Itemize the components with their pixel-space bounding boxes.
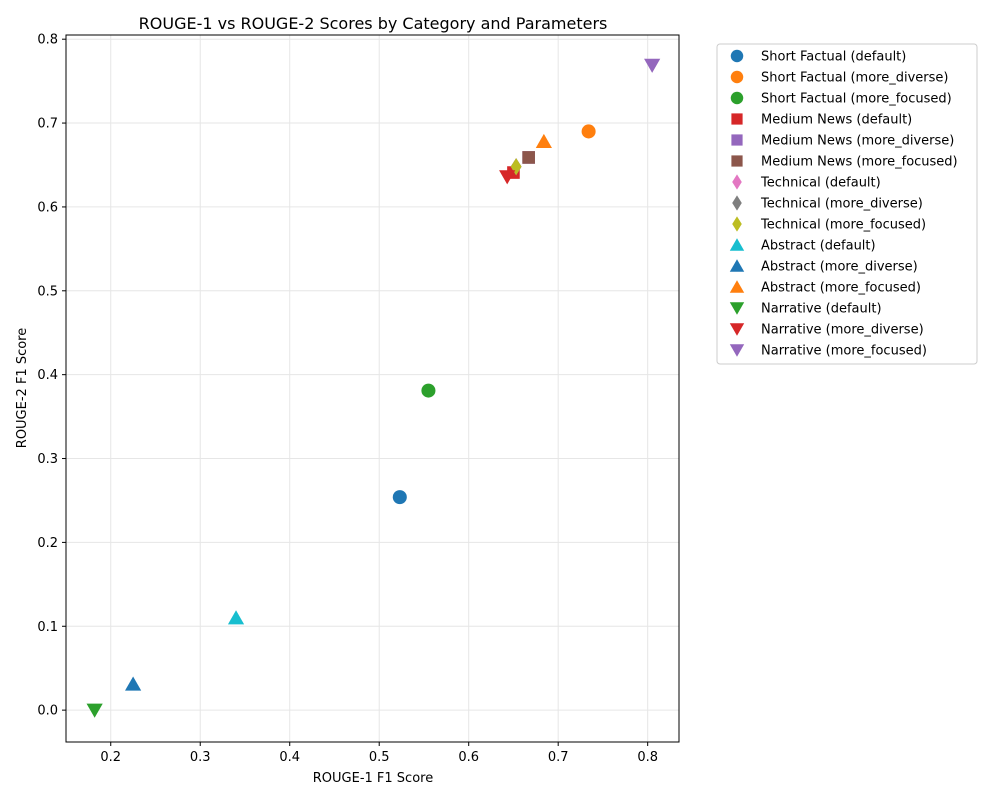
y-tick-label: 0.5: [37, 284, 58, 299]
legend-label: Abstract (default): [761, 239, 876, 254]
y-tick-label: 0.6: [37, 200, 58, 215]
legend-marker: [729, 344, 745, 357]
legend-marker: [731, 134, 743, 146]
legend-label: Narrative (more_diverse): [761, 323, 924, 338]
chart-title: ROUGE-1 vs ROUGE-2 Scores by Category an…: [139, 14, 608, 33]
y-tick-label: 0.2: [37, 536, 58, 551]
x-tick-label: 0.2: [100, 750, 121, 765]
data-point: [227, 610, 245, 625]
legend-marker: [729, 259, 745, 272]
data-point: [499, 170, 516, 185]
legend-label: Short Factual (default): [761, 50, 906, 65]
y-axis-label: ROUGE-2 F1 Score: [15, 328, 30, 448]
data-point: [644, 58, 661, 73]
legend-label: Medium News (more_diverse): [761, 134, 954, 149]
x-tick-label: 0.5: [369, 750, 390, 765]
data-point: [522, 151, 535, 164]
legend-marker: [729, 323, 745, 336]
legend-marker: [731, 113, 743, 125]
x-tick-label: 0.7: [548, 750, 569, 765]
legend-marker: [729, 302, 745, 315]
x-tick-label: 0.3: [190, 750, 211, 765]
legend-label: Medium News (default): [761, 113, 912, 128]
legend-label: Narrative (default): [761, 302, 882, 317]
y-tick-label: 0.3: [37, 452, 58, 467]
data-point: [581, 124, 596, 139]
legend: Short Factual (default) Short Factual (mo…: [716, 43, 978, 365]
legend-marker: [732, 174, 742, 190]
legend-label: Technical (more_focused): [760, 218, 926, 233]
data-point: [392, 490, 407, 505]
y-tick-label: 0.8: [37, 33, 58, 48]
x-tick-label: 0.6: [458, 750, 479, 765]
data-point: [535, 133, 552, 149]
x-tick-label: 0.8: [637, 750, 658, 765]
legend-marker: [730, 91, 744, 105]
legend-marker: [730, 70, 744, 84]
legend-frame: [716, 43, 978, 365]
legend-label: Narrative (more_focused): [761, 344, 927, 359]
y-tick-label: 0.7: [37, 117, 58, 132]
legend-label: Abstract (more_focused): [761, 281, 921, 296]
grid: [66, 35, 679, 742]
legend-label: Short Factual (more_diverse): [761, 71, 948, 86]
x-axis-label: ROUGE-1 F1 Score: [313, 771, 433, 786]
legend-marker: [729, 238, 745, 251]
plot-frame: [65, 34, 680, 743]
legend-marker: [732, 216, 742, 232]
data-point: [86, 703, 103, 718]
legend-marker: [729, 280, 745, 293]
data-points: [86, 58, 661, 718]
y-tick-label: 0.4: [37, 368, 58, 383]
legend-label: Abstract (more_diverse): [761, 260, 918, 275]
legend-label: Short Factual (more_focused): [761, 92, 952, 107]
y-tick-label: 0.0: [37, 704, 58, 719]
data-point: [421, 383, 436, 398]
y-tick-label: 0.1: [37, 620, 58, 635]
legend-marker: [732, 195, 742, 211]
x-tick-label: 0.4: [279, 750, 300, 765]
legend-label: Medium News (more_focused): [761, 155, 958, 170]
axes: 0.2 0.3 0.4 0.5 0.6 0.7 0.8 0.0 0.1 0.2 0.3 0.4 0.5 0…: [37, 33, 658, 765]
legend-marker: [730, 49, 744, 63]
legend-marker: [731, 155, 743, 167]
legend-label: Technical (more_diverse): [760, 197, 923, 212]
data-point: [125, 676, 142, 691]
legend-label: Technical (default): [760, 176, 881, 191]
